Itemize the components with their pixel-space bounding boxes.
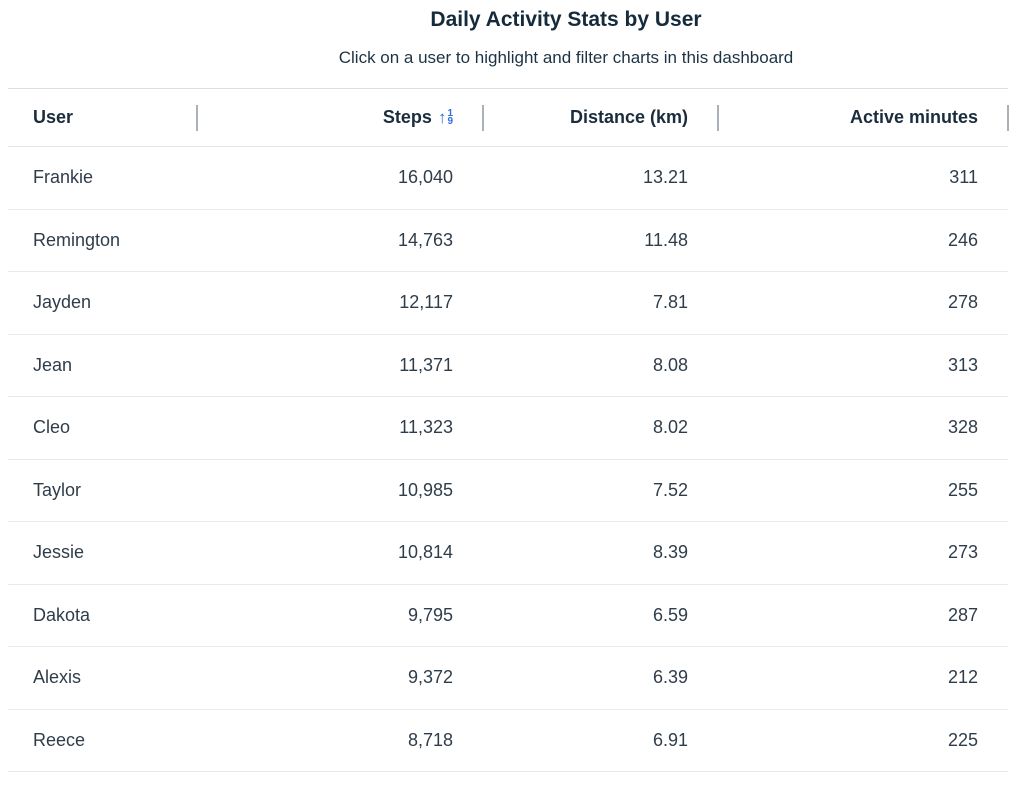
table-row[interactable]: Jessie 10,814 8.39 273 [8, 521, 1008, 585]
table-row[interactable]: Remington 14,763 11.48 246 [8, 209, 1008, 272]
user-cell[interactable]: Remington [8, 209, 197, 272]
table-row[interactable]: Taylor 10,985 7.52 255 [8, 459, 1008, 522]
distance-cell[interactable]: 11.48 [483, 209, 718, 272]
distance-cell[interactable]: 8.02 [483, 396, 718, 460]
steps-cell[interactable]: 10,814 [197, 521, 483, 585]
active-minutes-cell[interactable]: 255 [718, 459, 1008, 522]
sort-arrow: ↑ [437, 108, 447, 127]
column-header-label: Steps [382, 107, 432, 127]
table-row[interactable]: Alexis 9,372 6.39 212 [8, 646, 1008, 710]
header-divider [1007, 104, 1009, 131]
user-cell[interactable]: Taylor [8, 459, 197, 522]
distance-cell[interactable]: 7.81 [483, 271, 718, 335]
panel-header: Daily Activity Stats by User Click on a … [116, 8, 1016, 69]
user-cell[interactable]: Cleo [8, 396, 197, 460]
distance-cell[interactable]: 7.52 [483, 459, 718, 522]
active-minutes-cell[interactable]: 246 [718, 209, 1008, 272]
sort-digit-top: 1 [447, 107, 453, 119]
table-row[interactable]: Reece 8,718 6.91 225 [8, 709, 1008, 772]
distance-cell[interactable]: 6.91 [483, 709, 718, 772]
table-row[interactable]: Jean 11,371 8.08 313 [8, 334, 1008, 397]
activity-table: User Steps ↑ 1 9 [8, 88, 1009, 772]
column-header-label: User [33, 107, 74, 127]
active-minutes-cell[interactable]: 278 [718, 271, 1008, 335]
user-cell[interactable]: Jessie [8, 521, 197, 585]
sort-digits: 1 9 [447, 107, 453, 127]
table-row[interactable]: Frankie 16,040 13.21 311 [8, 146, 1008, 210]
steps-cell[interactable]: 9,372 [197, 646, 483, 710]
active-minutes-cell[interactable]: 225 [718, 709, 1008, 772]
user-cell[interactable]: Jean [8, 334, 197, 397]
steps-cell[interactable]: 10,985 [197, 459, 483, 522]
active-minutes-cell[interactable]: 328 [718, 396, 1008, 460]
column-header-user[interactable]: User [8, 88, 198, 147]
active-minutes-cell[interactable]: 212 [718, 646, 1008, 710]
column-header-steps[interactable]: Steps ↑ 1 9 [197, 88, 484, 147]
active-minutes-cell[interactable]: 287 [718, 584, 1008, 647]
column-header-label: Active minutes [849, 107, 978, 127]
column-header-active-minutes[interactable]: Active minutes [718, 88, 1009, 147]
active-minutes-cell[interactable]: 273 [718, 521, 1008, 585]
steps-cell[interactable]: 11,371 [197, 334, 483, 397]
page-title: Daily Activity Stats by User [430, 8, 702, 31]
sort-digit-bottom: 9 [447, 115, 453, 127]
user-cell[interactable]: Jayden [8, 271, 197, 335]
table-row[interactable]: Dakota 9,795 6.59 287 [8, 584, 1008, 647]
table-row[interactable]: Jayden 12,117 7.81 278 [8, 271, 1008, 335]
column-header-label: Distance (km) [569, 107, 688, 127]
distance-cell[interactable]: 8.08 [483, 334, 718, 397]
column-header-distance[interactable]: Distance (km) [483, 88, 719, 147]
distance-cell[interactable]: 8.39 [483, 521, 718, 585]
page-subtitle: Click on a user to highlight and filter … [338, 48, 794, 67]
steps-cell[interactable]: 9,795 [197, 584, 483, 647]
user-cell[interactable]: Reece [8, 709, 197, 772]
table-header-row: User Steps ↑ 1 9 [8, 88, 1009, 147]
steps-cell[interactable]: 12,117 [197, 271, 483, 335]
user-cell[interactable]: Frankie [8, 146, 197, 210]
active-minutes-cell[interactable]: 311 [718, 146, 1008, 210]
user-cell[interactable]: Dakota [8, 584, 197, 647]
table-row[interactable]: Cleo 11,323 8.02 328 [8, 396, 1008, 460]
steps-cell[interactable]: 14,763 [197, 209, 483, 272]
steps-cell[interactable]: 8,718 [197, 709, 483, 772]
dashboard-table-panel: Daily Activity Stats by User Click on a … [0, 8, 1016, 786]
sort-numeric-up-icon[interactable]: ↑ 1 9 [437, 107, 453, 127]
user-cell[interactable]: Alexis [8, 646, 197, 710]
steps-cell[interactable]: 16,040 [197, 146, 483, 210]
distance-cell[interactable]: 6.59 [483, 584, 718, 647]
active-minutes-cell[interactable]: 313 [718, 334, 1008, 397]
steps-cell[interactable]: 11,323 [197, 396, 483, 460]
distance-cell[interactable]: 6.39 [483, 646, 718, 710]
distance-cell[interactable]: 13.21 [483, 146, 718, 210]
